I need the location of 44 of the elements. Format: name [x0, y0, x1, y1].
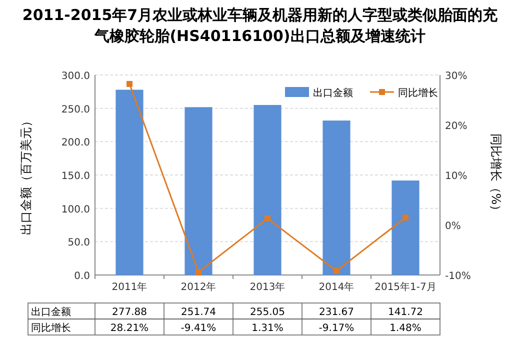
data-label: 277.88	[112, 307, 147, 318]
legend-label: 出口金额	[313, 87, 353, 99]
bar	[184, 107, 212, 275]
data-label: 251.74	[181, 307, 216, 318]
point	[402, 214, 408, 221]
y-tick-label: 100.0	[61, 204, 90, 216]
x-tick-label: 2014年	[318, 281, 354, 293]
y-tick-label: 300.0	[61, 71, 90, 82]
data-label: 1.31%	[252, 323, 284, 334]
data-label: 231.67	[319, 307, 354, 318]
y2-tick-label: 20%	[445, 121, 468, 132]
text: 同比增长	[31, 323, 71, 334]
data-label: 28.21%	[110, 323, 149, 334]
title: 2011-2015年7月农业或林业车辆及机器用新的人字型或类似胎面的充气橡胶轮胎(HS40116100)出口总额及增速统计	[22, 6, 498, 45]
y-tick-label: 50.0	[68, 238, 90, 249]
point	[264, 215, 270, 222]
data-label: 1.48%	[390, 323, 422, 334]
x-tick-label: 2013年	[250, 281, 286, 293]
bar	[322, 120, 350, 275]
point	[126, 80, 132, 87]
y-tick-label: 150.0	[61, 171, 90, 182]
legend-label: 同比增长	[398, 87, 438, 99]
y2-tick-label: 0%	[445, 221, 461, 232]
y2-tick-label: 10%	[445, 171, 468, 182]
y-tick-label: 200.0	[61, 138, 90, 149]
x-tick-label: 2012年	[180, 281, 216, 293]
y-tick-label: 0.0	[74, 271, 90, 282]
point	[196, 269, 202, 276]
data-label: 255.05	[250, 307, 285, 318]
y2-tick-label: 30%	[445, 71, 468, 82]
y2-tick-label: -10%	[445, 271, 471, 282]
text: 出口金额	[31, 307, 71, 318]
x-tick-label: 2011年	[112, 281, 148, 293]
data-label: 141.72	[388, 307, 423, 318]
y-tick-label: 250.0	[61, 104, 90, 116]
y-axis-title: 出口金额（百万美元）	[19, 115, 33, 235]
bar	[392, 180, 420, 275]
data-label: -9.41%	[180, 323, 216, 334]
bar	[254, 104, 282, 275]
x-tick-label: 2015年1-7月	[374, 281, 436, 293]
point	[334, 268, 340, 274]
y2-axis-title: 同比增长（%）	[489, 133, 503, 217]
data-label: -9.17%	[318, 323, 354, 334]
bar	[116, 90, 144, 275]
